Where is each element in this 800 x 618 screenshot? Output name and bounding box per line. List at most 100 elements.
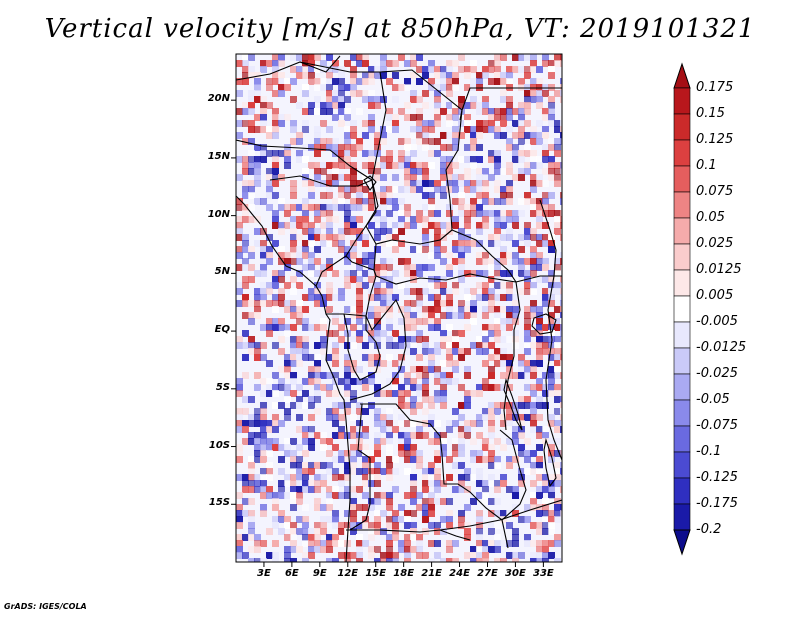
colorbar-label: 0.1 — [696, 158, 717, 173]
field-cell — [464, 324, 471, 331]
field-cell — [350, 66, 357, 73]
field-cell — [524, 306, 531, 313]
field-cell — [410, 486, 417, 493]
field-cell — [374, 192, 381, 199]
field-cell — [416, 270, 423, 277]
field-cell — [476, 510, 483, 517]
field-cell — [422, 390, 429, 397]
field-cell — [512, 558, 519, 562]
field-cell — [374, 312, 381, 319]
field-cell — [560, 396, 562, 403]
field-cell — [464, 234, 471, 241]
field-cell — [242, 480, 249, 487]
field-cell — [416, 186, 423, 193]
field-cell — [554, 354, 561, 361]
field-cell — [380, 270, 387, 277]
field-cell — [512, 510, 519, 517]
field-cell — [356, 192, 363, 199]
field-cell — [278, 228, 285, 235]
field-cell — [392, 60, 399, 67]
field-cell — [428, 324, 435, 331]
field-cell — [290, 378, 297, 385]
field-cell — [398, 318, 405, 325]
field-cell — [536, 384, 543, 391]
field-cell — [428, 510, 435, 517]
field-cell — [404, 558, 411, 562]
field-cell — [446, 348, 453, 355]
field-cell — [464, 126, 471, 133]
field-cell — [368, 552, 375, 559]
field-cell — [350, 306, 357, 313]
field-cell — [506, 438, 513, 445]
field-cell — [254, 444, 261, 451]
field-cell — [440, 156, 447, 163]
field-cell — [278, 402, 285, 409]
field-cell — [362, 522, 369, 529]
field-cell — [260, 282, 267, 289]
field-cell — [260, 120, 267, 127]
field-cell — [236, 534, 243, 541]
field-cell — [560, 468, 562, 475]
field-cell — [302, 348, 309, 355]
field-cell — [476, 522, 483, 529]
field-cell — [392, 456, 399, 463]
field-cell — [314, 138, 321, 145]
field-cell — [476, 120, 483, 127]
field-cell — [386, 126, 393, 133]
field-cell — [368, 66, 375, 73]
field-cell — [380, 222, 387, 229]
field-cell — [500, 402, 507, 409]
field-cell — [248, 312, 255, 319]
field-cell — [398, 240, 405, 247]
field-cell — [446, 558, 453, 562]
field-cell — [542, 276, 549, 283]
field-cell — [500, 114, 507, 121]
field-cell — [266, 324, 273, 331]
field-cell — [470, 60, 477, 67]
field-cell — [512, 342, 519, 349]
field-cell — [368, 360, 375, 367]
field-cell — [356, 258, 363, 265]
field-cell — [470, 96, 477, 103]
field-cell — [404, 186, 411, 193]
field-cell — [254, 354, 261, 361]
field-cell — [554, 396, 561, 403]
field-cell — [302, 432, 309, 439]
field-cell — [464, 186, 471, 193]
field-cell — [530, 138, 537, 145]
field-cell — [260, 108, 267, 115]
field-cell — [386, 288, 393, 295]
field-cell — [326, 90, 333, 97]
field-cell — [560, 324, 562, 331]
field-cell — [350, 390, 357, 397]
field-cell — [524, 150, 531, 157]
field-cell — [290, 462, 297, 469]
field-cell — [302, 558, 309, 562]
field-cell — [404, 348, 411, 355]
field-cell — [248, 456, 255, 463]
field-cell — [410, 378, 417, 385]
field-cell — [374, 72, 381, 79]
x-tick-label: 30E — [505, 568, 526, 579]
field-cell — [344, 156, 351, 163]
field-cell — [422, 246, 429, 253]
field-cell — [470, 180, 477, 187]
field-cell — [236, 120, 243, 127]
field-cell — [530, 132, 537, 139]
field-cell — [500, 198, 507, 205]
field-cell — [440, 444, 447, 451]
field-cell — [350, 198, 357, 205]
field-cell — [278, 366, 285, 373]
field-cell — [464, 72, 471, 79]
field-cell — [458, 516, 465, 523]
field-cell — [272, 306, 279, 313]
field-cell — [494, 54, 501, 61]
field-cell — [278, 204, 285, 211]
field-cell — [296, 342, 303, 349]
field-cell — [284, 390, 291, 397]
field-cell — [524, 258, 531, 265]
field-cell — [248, 138, 255, 145]
field-cell — [446, 354, 453, 361]
field-cell — [272, 294, 279, 301]
field-cell — [368, 162, 375, 169]
